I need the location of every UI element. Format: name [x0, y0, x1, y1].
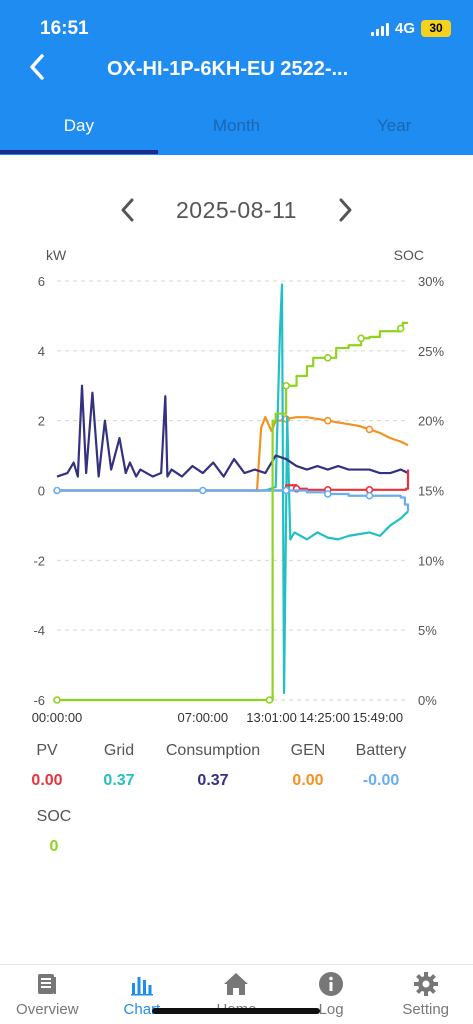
legend-value: 0.00: [31, 772, 63, 789]
x-tick: 15:49:00: [352, 710, 403, 725]
legend-value: 0.37: [197, 772, 229, 789]
series-point-battery: [282, 486, 290, 495]
nav-setting[interactable]: Setting: [378, 965, 473, 1024]
series-point-soc: [282, 381, 290, 390]
y-tick-right: 0%: [418, 693, 437, 708]
series-point-soc: [396, 324, 405, 333]
legend-pv: PV 0.00: [22, 742, 72, 790]
x-tick: 13:01:00: [246, 710, 297, 725]
series-point-gen: [365, 425, 374, 434]
status-time: 16:51: [40, 18, 89, 39]
series-point-soc: [324, 354, 332, 362]
nav-chart[interactable]: Chart: [95, 965, 190, 1024]
tab-bar: Day Month Year: [0, 108, 473, 155]
active-tab-indicator: [0, 150, 158, 154]
y-tick-left: 2: [38, 414, 45, 429]
series-point-pv: [365, 486, 374, 494]
power-chart[interactable]: kW SOC 6 30% 4 25% 2 20% 0 15% -2 10% -4 5% -6 0% 00:00:…: [0, 240, 473, 730]
tab-day[interactable]: Day: [63, 116, 94, 135]
app-header: 16:51 4G 30 OX-HI-1P-6KH-EU 2522-... Day…: [0, 0, 473, 155]
legend-battery: Battery -0.00: [348, 742, 414, 790]
legend-label: GEN: [290, 742, 326, 759]
series-point-battery: [199, 486, 207, 495]
tab-month[interactable]: Month: [212, 116, 261, 135]
gear-icon: [413, 972, 438, 996]
legend-consumption: Consumption 0.37: [157, 742, 269, 790]
series-line-soc: [57, 321, 408, 702]
y-tick-left: -4: [33, 623, 45, 638]
chevron-left-icon: [121, 198, 134, 222]
status-indicators: 4G 30: [370, 20, 451, 37]
series-line-pv: [57, 469, 410, 492]
legend-label: Consumption: [165, 742, 261, 759]
y-tick-right: 15%: [418, 484, 444, 499]
battery-icon: 30: [421, 20, 451, 37]
legend-label: Battery: [355, 742, 407, 759]
y-tick-left: 4: [38, 344, 45, 359]
legend-value: 0: [49, 838, 59, 855]
nav-label: Setting: [402, 1001, 450, 1018]
y-tick-right: 5%: [418, 623, 437, 638]
back-button[interactable]: [26, 52, 54, 84]
home-icon: [224, 973, 249, 995]
nav-log[interactable]: Log: [284, 965, 379, 1024]
y-tick-left: 6: [38, 274, 45, 289]
nav-home[interactable]: Home: [189, 965, 284, 1024]
series-point-soc: [265, 696, 274, 704]
document-icon: [38, 974, 57, 994]
series-line-battery: [57, 489, 410, 512]
y-tick-left: 0: [38, 484, 45, 499]
y-tick-right: 10%: [418, 553, 444, 568]
y-tick-left: -6: [33, 693, 45, 708]
series-point-battery: [53, 486, 61, 495]
tab-year[interactable]: Year: [377, 116, 412, 135]
series-line-gen: [57, 416, 409, 492]
current-date[interactable]: 2025-08-11: [176, 196, 297, 223]
x-tick: 07:00:00: [178, 710, 229, 725]
legend-soc: SOC 0: [30, 808, 78, 856]
power-chart-svg: kW SOC 6 30% 4 25% 2 20% 0 15% -2 10% -4 5% -6 0% 00:00:…: [32, 247, 445, 725]
legend-label: PV: [36, 742, 58, 759]
nav-overview[interactable]: Overview: [0, 965, 95, 1024]
series-point-battery: [324, 490, 332, 498]
y-axis-left-label: kW: [46, 247, 67, 263]
nav-label: Log: [318, 1001, 344, 1018]
legend-value: 0.37: [103, 772, 135, 789]
bottom-nav: Overview Chart Home Log: [0, 964, 473, 1024]
legend-label: Grid: [103, 742, 135, 759]
bar-chart-icon: [130, 977, 153, 996]
series-line-grid: [57, 283, 409, 695]
page-title: OX-HI-1P-6KH-EU 2522-...: [107, 58, 349, 80]
y-axis-right-label: SOC: [394, 247, 424, 263]
chevron-right-icon: [339, 198, 352, 222]
y-tick-right: 30%: [418, 274, 444, 289]
chevron-left-icon: [30, 54, 44, 80]
y-tick-right: 25%: [418, 344, 444, 359]
previous-date-button[interactable]: [116, 190, 140, 230]
next-date-button[interactable]: [333, 190, 357, 230]
date-navigator: 2025-08-11: [0, 190, 473, 230]
y-tick-left: -2: [33, 553, 45, 568]
series-point-battery: [365, 491, 374, 500]
legend-value: 0.00: [292, 772, 324, 789]
nav-label: Chart: [123, 1001, 161, 1018]
info-icon: [319, 972, 344, 996]
series-point-soc: [357, 334, 365, 343]
y-tick-right: 20%: [418, 414, 444, 429]
network-label: 4G: [394, 20, 415, 37]
series-point-soc: [53, 696, 61, 704]
home-indicator: [152, 1008, 320, 1014]
series-line-consumption: [56, 384, 409, 478]
nav-label: Overview: [16, 1001, 79, 1018]
legend-label: SOC: [36, 808, 72, 825]
legend-value: -0.00: [362, 772, 400, 789]
legend-gen: GEN 0.00: [282, 742, 334, 790]
x-tick: 14:25:00: [299, 710, 350, 725]
series-point-gen: [324, 416, 332, 425]
signal-icon: [370, 22, 389, 36]
legend-grid: Grid 0.37: [94, 742, 144, 790]
x-tick: 00:00:00: [32, 710, 83, 725]
